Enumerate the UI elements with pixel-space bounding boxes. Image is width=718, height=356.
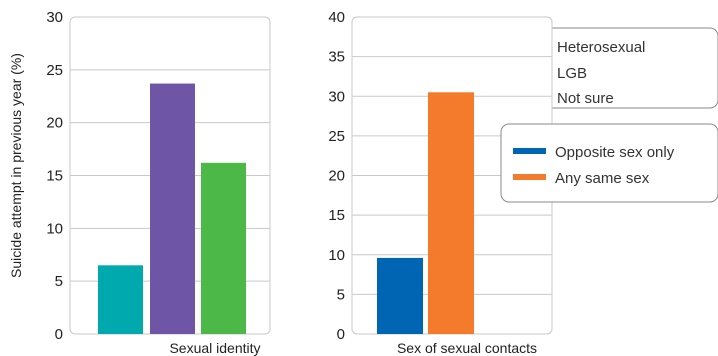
y-tick-label: 30 (46, 9, 63, 26)
y-tick-label: 0 (55, 326, 63, 343)
legend-swatch (513, 148, 546, 154)
bar-not-sure (201, 162, 246, 334)
bar-heterosexual (98, 265, 143, 334)
bar-any-same-sex (428, 92, 474, 334)
y-axis-label: Suicide attempt in previous year (%) (8, 53, 24, 278)
legend-label: Heterosexual (557, 39, 645, 56)
y-tick-label: 25 (328, 128, 345, 145)
chart-panel-2: 0 5 10 15 20 25 30 35 40 Sex of sexual contacts Op… (328, 9, 718, 356)
legend-label: LGB (557, 65, 587, 82)
bar-lgb (150, 83, 195, 334)
y-tick-label: 15 (46, 168, 63, 185)
bar-opposite-sex-only (377, 257, 423, 334)
legend-label: Opposite sex only (555, 144, 675, 161)
y-tick-label: 40 (328, 9, 345, 26)
x-axis-label: Sexual identity (169, 340, 260, 356)
y-tick-label: 30 (328, 88, 345, 105)
y-tick-label: 20 (328, 168, 345, 185)
legend-box (500, 123, 718, 203)
y-tick-label: 10 (46, 220, 63, 237)
y-tick-label: 0 (337, 326, 345, 343)
legend-label: Any same sex (555, 170, 650, 187)
y-tick-label: 35 (328, 49, 345, 66)
y-tick-label: 25 (46, 62, 63, 79)
y-tick-label: 10 (328, 247, 345, 264)
x-axis-label: Sex of sexual contacts (397, 340, 537, 356)
y-tick-label: 15 (328, 207, 345, 224)
y-tick-label: 20 (46, 115, 63, 132)
y-tick-label: 5 (55, 273, 63, 290)
legend-swatch (513, 174, 546, 180)
y-tick-label: 5 (337, 286, 345, 303)
chart-panel-1: 0 5 10 15 20 25 30 Sexual identity Suicide attem… (8, 9, 718, 356)
legend-label: Not sure (557, 90, 614, 107)
